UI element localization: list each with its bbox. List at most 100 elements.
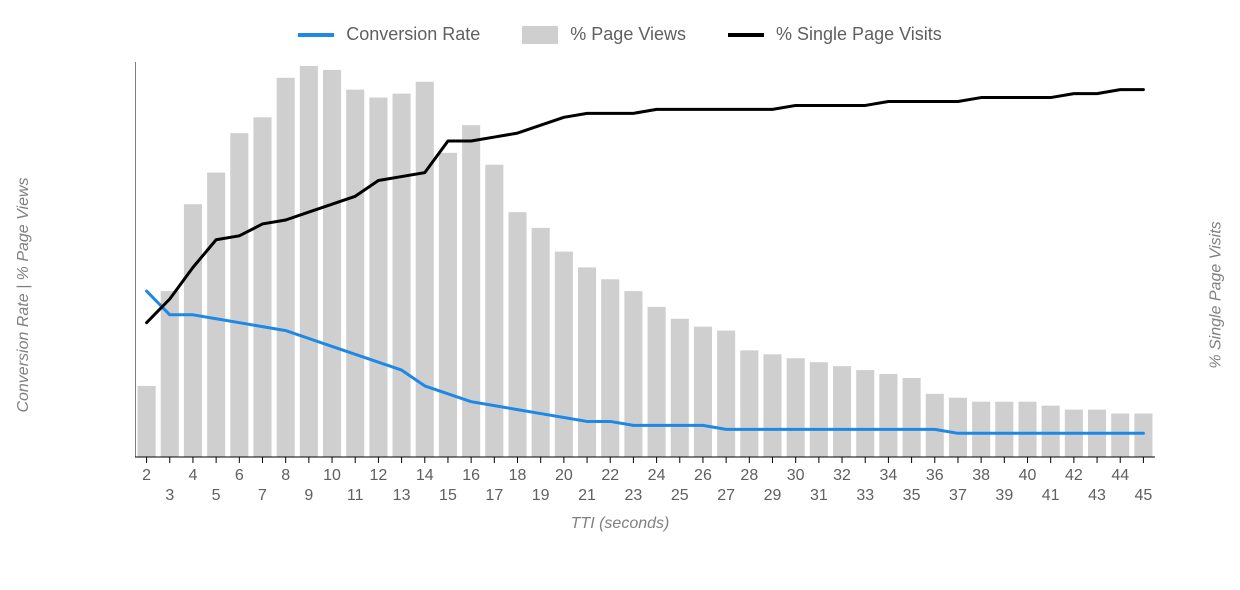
x-tick-label: 24 xyxy=(648,467,666,485)
bar xyxy=(648,307,666,457)
legend: Conversion Rate % Page Views % Single Pa… xyxy=(0,24,1240,45)
legend-swatch-singlepage xyxy=(728,33,764,37)
x-tick-label: 28 xyxy=(740,467,758,485)
bar xyxy=(995,402,1013,457)
legend-label-conversion: Conversion Rate xyxy=(346,24,480,45)
bar xyxy=(972,402,990,457)
bar xyxy=(578,267,596,457)
x-tick-label: 5 xyxy=(212,487,221,505)
x-tick-label: 38 xyxy=(972,467,990,485)
x-tick-label: 23 xyxy=(625,487,643,505)
x-tick-label: 20 xyxy=(555,467,573,485)
bar xyxy=(624,291,642,457)
x-tick-label: 25 xyxy=(671,487,689,505)
series-line xyxy=(147,291,1144,433)
x-tick-label: 18 xyxy=(509,467,527,485)
bar xyxy=(346,90,364,457)
bar xyxy=(555,252,573,457)
bar xyxy=(926,394,944,457)
bar xyxy=(740,350,758,457)
x-tick-label: 10 xyxy=(323,467,341,485)
bar xyxy=(230,133,248,457)
x-tick-label: 42 xyxy=(1065,467,1083,485)
bar xyxy=(949,398,967,457)
x-tick-label: 3 xyxy=(165,487,174,505)
x-tick-label: 37 xyxy=(949,487,967,505)
bar xyxy=(485,165,503,457)
bar xyxy=(532,228,550,457)
x-tick-label: 40 xyxy=(1019,467,1037,485)
x-tick-label: 11 xyxy=(347,487,364,505)
bar xyxy=(253,117,271,457)
tti-conversion-chart: Conversion Rate % Page Views % Single Pa… xyxy=(0,0,1240,590)
bar xyxy=(601,279,619,457)
x-tick-label: 43 xyxy=(1088,487,1106,505)
x-tick-label: 6 xyxy=(235,467,244,485)
legend-swatch-conversion xyxy=(298,33,334,37)
x-tick-label: 22 xyxy=(601,467,619,485)
x-tick-label: 30 xyxy=(787,467,805,485)
bar xyxy=(416,82,434,457)
x-tick-label: 21 xyxy=(578,487,596,505)
x-tick-label: 39 xyxy=(995,487,1013,505)
x-tick-label: 16 xyxy=(462,467,480,485)
x-tick-label: 15 xyxy=(439,487,457,505)
x-tick-label: 12 xyxy=(370,467,388,485)
legend-item-conversion: Conversion Rate xyxy=(298,24,480,45)
x-tick-label: 34 xyxy=(880,467,898,485)
x-tick-label: 41 xyxy=(1042,487,1060,505)
x-tick-label: 44 xyxy=(1111,467,1129,485)
bar xyxy=(300,66,318,457)
bar xyxy=(439,153,457,457)
x-tick-label: 35 xyxy=(903,487,921,505)
bar xyxy=(508,212,526,457)
series-line xyxy=(147,90,1144,323)
plot-area xyxy=(135,62,1155,467)
x-tick-label: 14 xyxy=(416,467,434,485)
bar xyxy=(879,374,897,457)
y-right-axis-label: % Single Page Visits xyxy=(1207,221,1225,368)
x-tick-label: 32 xyxy=(833,467,851,485)
bar xyxy=(787,358,805,457)
bar xyxy=(1134,414,1152,457)
y-left-axis-label: Conversion Rate | % Page Views xyxy=(15,177,33,412)
bar xyxy=(717,331,735,457)
x-tick-label: 2 xyxy=(142,467,151,485)
x-tick-label: 8 xyxy=(281,467,290,485)
bar xyxy=(138,386,156,457)
bar xyxy=(671,319,689,457)
bar xyxy=(763,354,781,457)
bar xyxy=(393,94,411,457)
x-tick-label: 26 xyxy=(694,467,712,485)
x-tick-label: 19 xyxy=(532,487,550,505)
x-tick-label: 17 xyxy=(485,487,503,505)
x-tick-label: 27 xyxy=(717,487,735,505)
x-tick-label: 9 xyxy=(304,487,313,505)
bar xyxy=(184,204,202,457)
x-tick-label: 31 xyxy=(810,487,828,505)
legend-label-singlepage: % Single Page Visits xyxy=(776,24,942,45)
x-tick-label: 29 xyxy=(764,487,782,505)
bar xyxy=(1018,402,1036,457)
x-tick-label: 13 xyxy=(393,487,411,505)
bar xyxy=(207,173,225,457)
bar xyxy=(1111,414,1129,457)
lines-group xyxy=(147,90,1144,434)
x-axis-label: TTI (seconds) xyxy=(571,515,670,533)
x-tick-label: 33 xyxy=(856,487,874,505)
bar xyxy=(694,327,712,457)
legend-item-pageviews: % Page Views xyxy=(522,24,686,45)
bar xyxy=(277,78,295,457)
bar xyxy=(856,370,874,457)
x-tick-label: 7 xyxy=(258,487,267,505)
bar xyxy=(323,70,341,457)
bar xyxy=(369,98,387,457)
bar xyxy=(462,125,480,457)
legend-swatch-pageviews xyxy=(522,26,558,44)
bar xyxy=(903,378,921,457)
bar xyxy=(1042,406,1060,457)
legend-item-singlepage: % Single Page Visits xyxy=(728,24,942,45)
x-tick-label: 45 xyxy=(1135,487,1153,505)
legend-label-pageviews: % Page Views xyxy=(570,24,686,45)
bars-group xyxy=(138,66,1153,457)
